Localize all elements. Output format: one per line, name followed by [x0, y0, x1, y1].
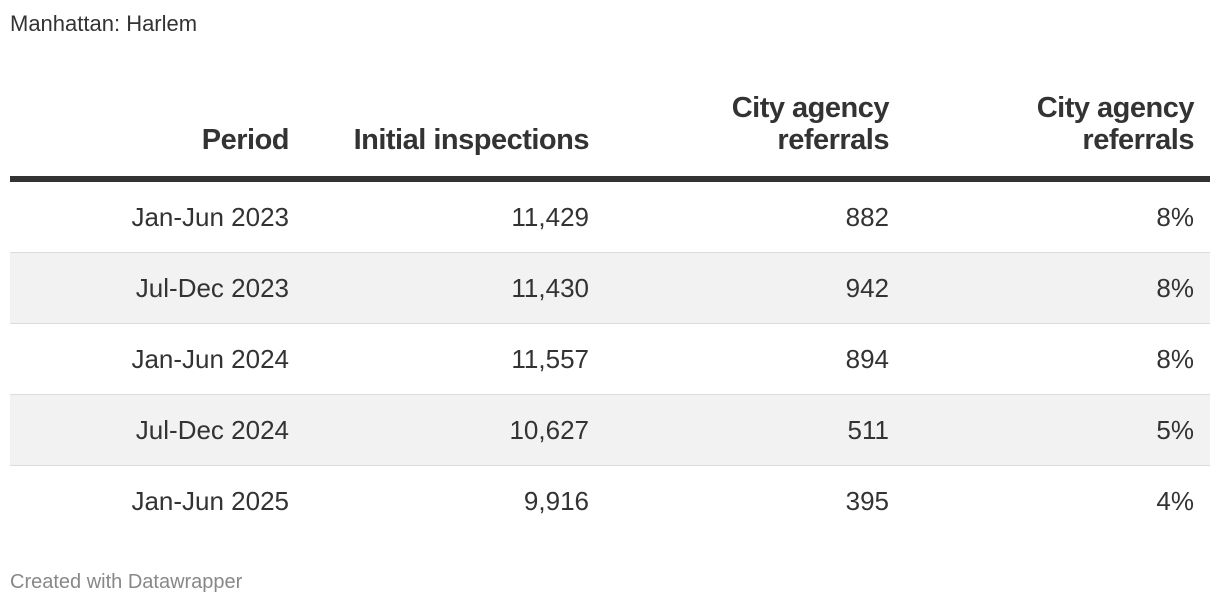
cell-city-agency-referrals: 942 — [589, 252, 889, 324]
table-row: Jan-Jun 2024 11,557 894 8% — [10, 323, 1210, 395]
cell-initial-inspections: 9,916 — [523, 485, 589, 516]
data-table: Period Initial inspections City agency r… — [10, 92, 1210, 536]
table-row: Jan-Jun 2023 11,429 882 8% — [10, 179, 1210, 253]
table-header-row: Period Initial inspections City agency r… — [10, 92, 1210, 179]
cell-city-agency-referrals-percent: 8% — [889, 252, 1210, 324]
cell-city-agency-referrals-percent: 8% — [889, 323, 1210, 395]
cell-city-agency-referrals: 395 — [845, 485, 889, 516]
cell-city-agency-referrals-percent: 8% — [889, 179, 1210, 253]
cell-initial-inspections: 11,429 — [289, 179, 589, 253]
chart-subtitle: Manhattan: Harlem — [10, 11, 198, 36]
column-header-city-agency-referrals: City agency referrals — [731, 92, 890, 156]
cell-period: Jul-Dec 2024 — [10, 394, 289, 466]
table-row: Jul-Dec 2024 10,627 511 5% — [10, 394, 1210, 466]
datawrapper-credit[interactable]: Created with Datawrapper — [10, 571, 243, 593]
column-header-initial-inspections: Initial inspections — [353, 124, 590, 156]
cell-city-agency-referrals: 882 — [589, 179, 889, 253]
cell-city-agency-referrals-percent: 5% — [889, 394, 1210, 466]
cell-initial-inspections: 11,557 — [289, 323, 589, 395]
cell-city-agency-referrals: 511 — [589, 394, 889, 466]
table-row: Jan-Jun 2025 9,916 395 4% — [10, 466, 1210, 537]
cell-period: Jul-Dec 2023 — [10, 252, 289, 324]
cell-period: Jan-Jun 2024 — [10, 323, 289, 395]
cell-period: Jan-Jun 2025 — [131, 485, 289, 516]
cell-period: Jan-Jun 2023 — [10, 179, 289, 253]
column-header-city-agency-referrals-percent: City agency referrals — [1036, 92, 1195, 156]
table-row: Jul-Dec 2023 11,430 942 8% — [10, 252, 1210, 324]
cell-city-agency-referrals-percent: 4% — [1156, 485, 1194, 516]
cell-initial-inspections: 10,627 — [289, 394, 589, 466]
cell-city-agency-referrals: 894 — [589, 323, 889, 395]
cell-initial-inspections: 11,430 — [289, 252, 589, 324]
column-header-period: Period — [201, 124, 290, 156]
